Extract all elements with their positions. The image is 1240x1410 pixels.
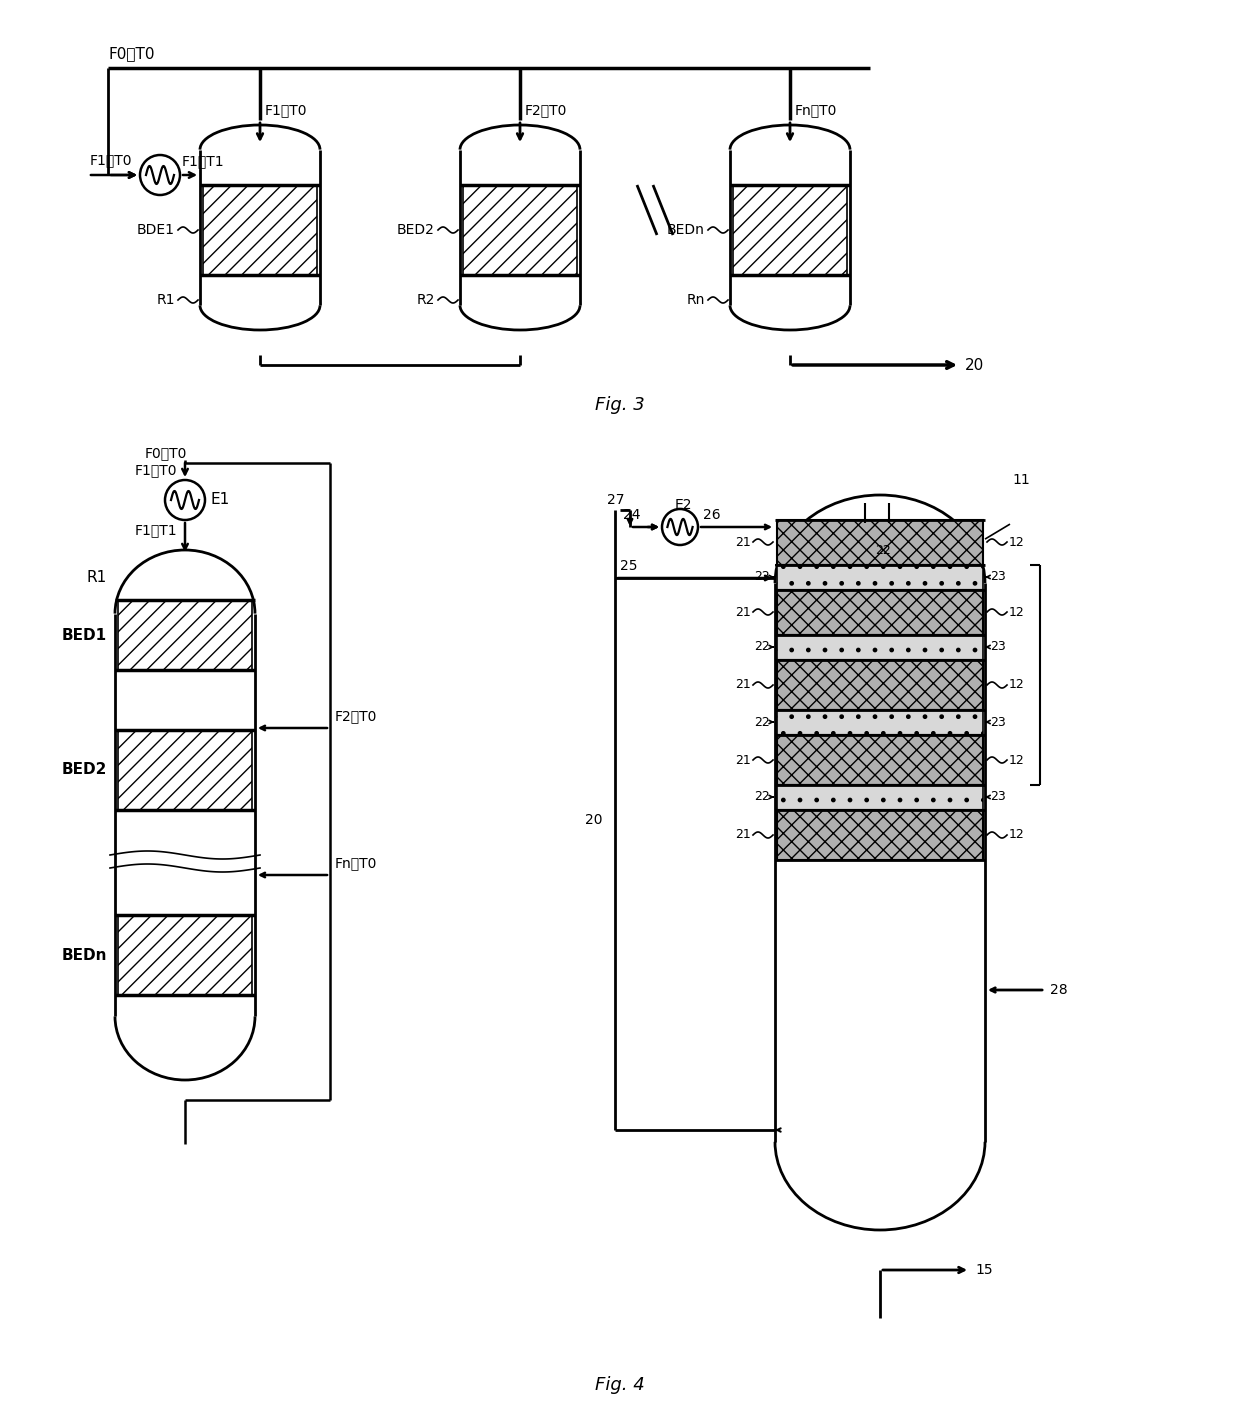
Bar bbox=[777, 634, 983, 660]
Text: F2、T0: F2、T0 bbox=[525, 103, 568, 117]
Bar bbox=[777, 809, 983, 860]
Text: F1、T1: F1、T1 bbox=[182, 154, 224, 168]
Text: F1、T0: F1、T0 bbox=[134, 462, 177, 477]
Text: 23: 23 bbox=[990, 715, 1006, 729]
Text: 20: 20 bbox=[585, 814, 603, 828]
Text: F2、T0: F2、T0 bbox=[335, 709, 377, 723]
Text: Fig. 4: Fig. 4 bbox=[595, 1376, 645, 1394]
Text: 20: 20 bbox=[965, 358, 985, 372]
Bar bbox=[203, 185, 317, 275]
Text: 25: 25 bbox=[620, 558, 637, 572]
Text: F1、T0: F1、T0 bbox=[91, 154, 133, 166]
Bar bbox=[118, 915, 252, 995]
Text: F0、T0: F0、T0 bbox=[145, 446, 187, 460]
Bar bbox=[777, 520, 983, 565]
Text: 12: 12 bbox=[1009, 536, 1024, 548]
Text: 22: 22 bbox=[754, 791, 770, 804]
Text: 21: 21 bbox=[735, 605, 751, 619]
Text: E2: E2 bbox=[675, 498, 692, 512]
Text: 24: 24 bbox=[622, 508, 640, 522]
Text: F0、T0: F0、T0 bbox=[108, 47, 155, 62]
Text: 11: 11 bbox=[1012, 472, 1029, 486]
Text: BEDn: BEDn bbox=[62, 948, 107, 963]
Text: R1: R1 bbox=[156, 293, 175, 307]
Text: 12: 12 bbox=[1009, 753, 1024, 767]
Text: Fn、T0: Fn、T0 bbox=[795, 103, 837, 117]
Text: Rn: Rn bbox=[687, 293, 706, 307]
Text: Fig. 3: Fig. 3 bbox=[595, 396, 645, 415]
Text: 28: 28 bbox=[1050, 983, 1068, 997]
Text: 21: 21 bbox=[735, 829, 751, 842]
Bar bbox=[777, 735, 983, 785]
Text: F1、T1: F1、T1 bbox=[134, 523, 177, 537]
Text: 21: 21 bbox=[735, 536, 751, 548]
Bar bbox=[777, 589, 983, 634]
Text: R1: R1 bbox=[87, 571, 107, 585]
Text: F1、T0: F1、T0 bbox=[265, 103, 308, 117]
Bar bbox=[777, 785, 983, 809]
Bar bbox=[777, 565, 983, 589]
Text: 12: 12 bbox=[1009, 678, 1024, 691]
Bar bbox=[777, 660, 983, 711]
Bar bbox=[463, 185, 577, 275]
Text: 22: 22 bbox=[754, 571, 770, 584]
Text: 26: 26 bbox=[703, 508, 720, 522]
Text: E1: E1 bbox=[210, 492, 229, 508]
Text: 22: 22 bbox=[754, 640, 770, 653]
Text: 23: 23 bbox=[990, 640, 1006, 653]
Bar bbox=[118, 730, 252, 809]
Text: 27: 27 bbox=[608, 493, 625, 508]
Text: 12: 12 bbox=[1009, 605, 1024, 619]
Text: 12: 12 bbox=[1009, 829, 1024, 842]
Bar bbox=[777, 711, 983, 735]
Text: BEDn: BEDn bbox=[667, 223, 706, 237]
Text: 22: 22 bbox=[754, 715, 770, 729]
Text: 21: 21 bbox=[735, 678, 751, 691]
Text: R2: R2 bbox=[417, 293, 435, 307]
Bar bbox=[118, 601, 252, 670]
Text: BED1: BED1 bbox=[62, 627, 107, 643]
Text: BED2: BED2 bbox=[397, 223, 435, 237]
Text: Fn、T0: Fn、T0 bbox=[335, 856, 377, 870]
Text: BED2: BED2 bbox=[62, 763, 107, 777]
Text: 23: 23 bbox=[990, 571, 1006, 584]
Text: 22: 22 bbox=[875, 543, 890, 557]
Text: BDE1: BDE1 bbox=[136, 223, 175, 237]
Text: 15: 15 bbox=[975, 1263, 993, 1277]
Text: 21: 21 bbox=[735, 753, 751, 767]
Bar bbox=[733, 185, 847, 275]
Text: 23: 23 bbox=[990, 791, 1006, 804]
